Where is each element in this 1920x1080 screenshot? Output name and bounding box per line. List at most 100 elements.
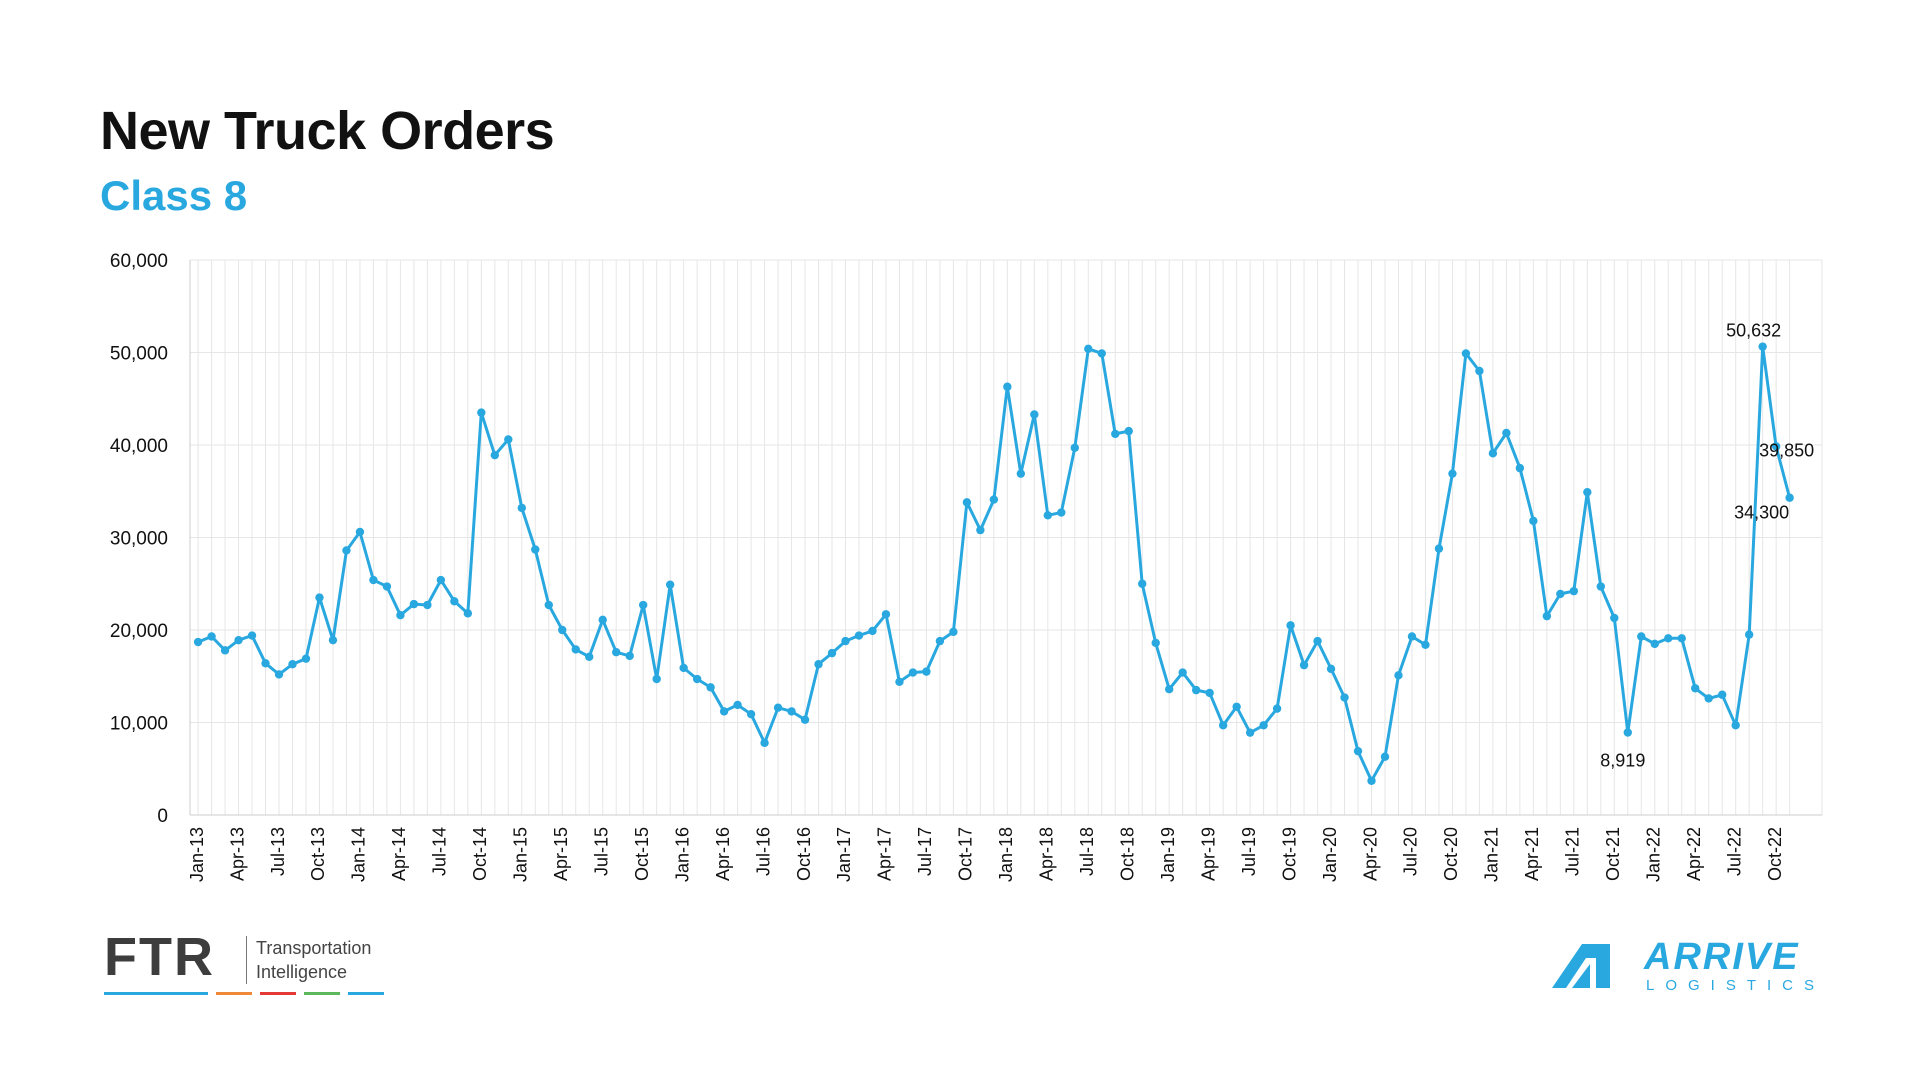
data-point bbox=[207, 632, 216, 641]
y-tick-label: 40,000 bbox=[110, 436, 168, 457]
x-tick-label: Oct-15 bbox=[632, 827, 652, 881]
x-tick-label: Apr-21 bbox=[1522, 827, 1542, 881]
data-label: 34,300 bbox=[1734, 503, 1789, 523]
data-point bbox=[315, 593, 324, 602]
data-point bbox=[612, 648, 621, 657]
x-tick-label: Jul-14 bbox=[430, 827, 450, 876]
series-layer bbox=[193, 342, 1794, 785]
y-tick-label: 50,000 bbox=[110, 344, 168, 365]
data-point bbox=[1259, 721, 1268, 730]
data-point bbox=[274, 670, 284, 679]
x-tick-label: Oct-14 bbox=[470, 827, 490, 881]
chart-grid bbox=[189, 259, 1823, 816]
ftr-logo: FTR Transportation Intelligence bbox=[104, 930, 404, 1000]
x-tick-label: Oct-22 bbox=[1765, 827, 1785, 881]
data-point bbox=[598, 615, 607, 625]
data-point bbox=[868, 626, 877, 636]
data-point bbox=[814, 660, 823, 669]
x-tick-label: Jul-18 bbox=[1077, 827, 1097, 876]
data-point bbox=[1326, 664, 1336, 674]
data-point bbox=[1407, 632, 1417, 641]
data-point bbox=[1367, 776, 1376, 785]
x-tick-label: Apr-16 bbox=[713, 827, 733, 881]
y-tick-label: 60,000 bbox=[110, 251, 168, 272]
data-point bbox=[760, 738, 769, 748]
data-point bbox=[369, 575, 378, 585]
x-tick-label: Jan-19 bbox=[1158, 827, 1178, 882]
data-point bbox=[1043, 511, 1053, 520]
x-tick-label: Jan-14 bbox=[349, 827, 369, 882]
x-tick-label: Jan-22 bbox=[1644, 827, 1664, 882]
x-tick-label: Jan-21 bbox=[1482, 827, 1502, 882]
data-point bbox=[1003, 382, 1012, 391]
ftr-logo-text: Transportation Intelligence bbox=[256, 936, 371, 984]
ftr-logo-line2: Intelligence bbox=[256, 962, 348, 982]
data-point bbox=[922, 667, 931, 676]
ftr-stripe bbox=[216, 992, 252, 995]
data-point bbox=[1610, 613, 1619, 623]
data-point bbox=[247, 631, 257, 640]
data-point bbox=[490, 450, 500, 460]
data-point bbox=[1394, 671, 1403, 680]
data-point bbox=[638, 600, 648, 610]
data-point bbox=[1057, 508, 1066, 517]
data-point bbox=[1691, 684, 1700, 693]
data-point bbox=[1151, 638, 1160, 648]
x-tick-label: Oct-17 bbox=[956, 827, 976, 881]
data-point bbox=[531, 545, 540, 554]
x-tick-label: Apr-15 bbox=[551, 827, 571, 881]
data-point bbox=[477, 408, 486, 417]
x-tick-label: Apr-14 bbox=[389, 827, 409, 881]
data-point bbox=[1286, 621, 1295, 630]
data-point bbox=[1704, 694, 1713, 703]
data-point bbox=[1475, 366, 1484, 376]
x-tick-label: Apr-20 bbox=[1360, 827, 1380, 881]
x-tick-label: Oct-13 bbox=[308, 827, 328, 881]
data-point bbox=[1084, 344, 1093, 353]
ftr-logo-mark: FTR bbox=[104, 927, 215, 987]
data-point bbox=[949, 627, 958, 637]
data-point bbox=[1111, 429, 1120, 439]
data-point bbox=[193, 637, 203, 647]
data-point bbox=[1717, 690, 1727, 699]
data-point bbox=[396, 611, 405, 620]
data-point bbox=[504, 435, 513, 444]
data-point bbox=[787, 707, 796, 716]
annotation-layer: 8,919 50,632 39,850 34,300 bbox=[1600, 321, 1814, 771]
x-tick-label: Jan-15 bbox=[511, 827, 531, 882]
data-point bbox=[1138, 579, 1147, 588]
data-point bbox=[1232, 702, 1241, 711]
data-point bbox=[1569, 586, 1579, 596]
data-label: 39,850 bbox=[1759, 440, 1814, 460]
data-point bbox=[436, 575, 446, 585]
x-tick-label: Jul-19 bbox=[1239, 827, 1259, 876]
data-point bbox=[989, 495, 999, 504]
x-tick-label: Oct-21 bbox=[1603, 827, 1623, 881]
data-point bbox=[1097, 349, 1106, 358]
data-point bbox=[1758, 342, 1767, 351]
x-tick-label: Jul-22 bbox=[1724, 827, 1744, 876]
arrive-logo-sub: LOGISTICS bbox=[1646, 977, 1826, 994]
x-tick-label: Jul-15 bbox=[591, 827, 611, 876]
data-point bbox=[1178, 668, 1187, 677]
data-point bbox=[1313, 636, 1322, 646]
data-point bbox=[1637, 632, 1646, 641]
data-point bbox=[935, 636, 945, 646]
data-point bbox=[1677, 634, 1686, 643]
data-point bbox=[382, 582, 392, 591]
x-tick-label: Jan-18 bbox=[996, 827, 1016, 882]
x-tick-label: Apr-17 bbox=[875, 827, 895, 881]
x-tick-label: Jul-17 bbox=[915, 827, 935, 876]
x-tick-label: Oct-19 bbox=[1279, 827, 1299, 881]
data-point bbox=[1542, 611, 1552, 621]
data-point bbox=[733, 700, 742, 710]
data-point bbox=[746, 709, 756, 719]
data-point bbox=[1016, 469, 1026, 478]
ftr-stripe bbox=[348, 992, 384, 995]
y-tick-label: 10,000 bbox=[110, 714, 168, 735]
data-point bbox=[220, 646, 230, 655]
x-tick-label: Oct-16 bbox=[794, 827, 814, 881]
data-point bbox=[342, 546, 351, 555]
data-point bbox=[908, 668, 918, 677]
data-point bbox=[1731, 721, 1740, 730]
